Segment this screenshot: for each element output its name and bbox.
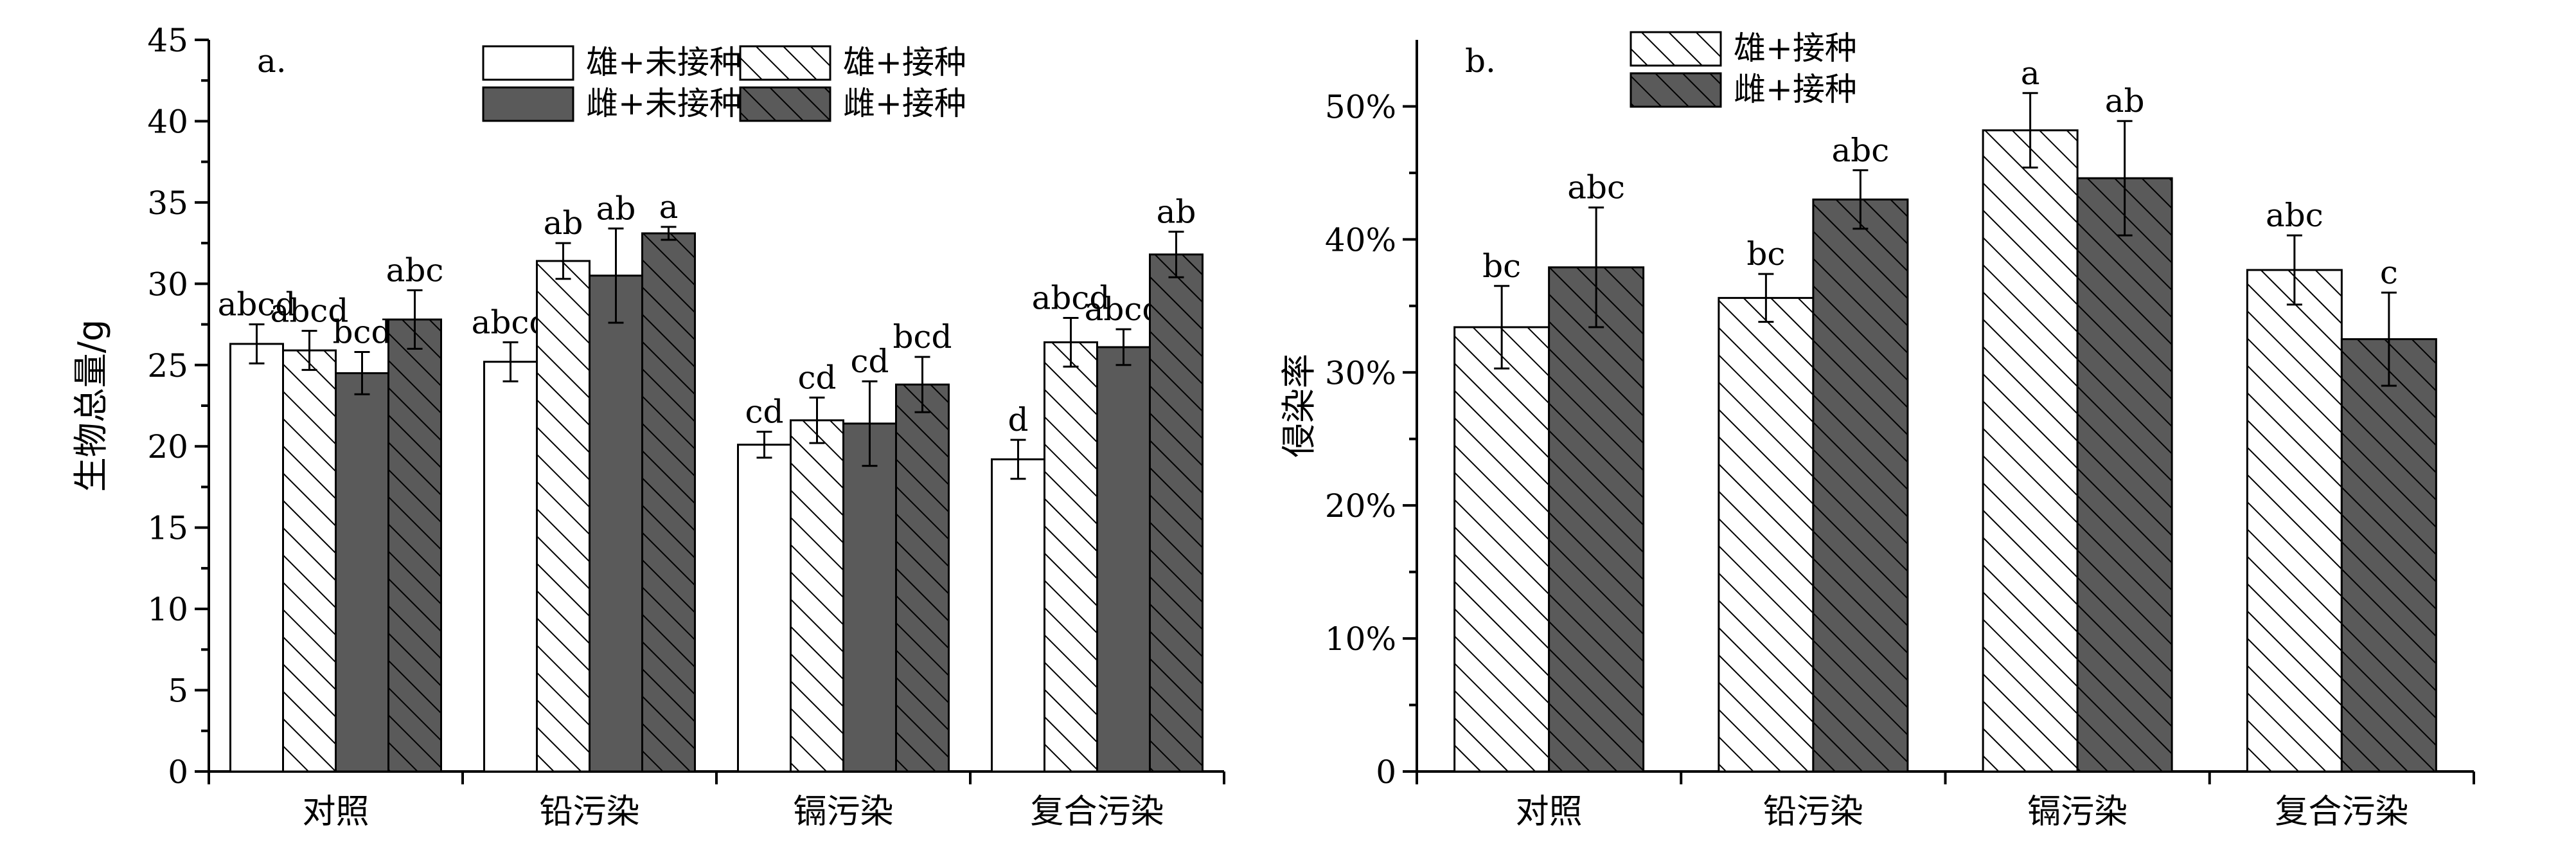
significance-label: ab	[2105, 82, 2145, 120]
bar	[2340, 338, 2437, 773]
bar	[229, 343, 284, 773]
x-tick-label: 对照	[1516, 793, 1583, 831]
bar	[1982, 129, 2079, 773]
significance-label: ab	[544, 204, 583, 242]
bar	[282, 349, 337, 773]
legend-swatch	[739, 45, 831, 81]
significance-label: a	[2021, 55, 2040, 92]
y-tick-label: 40	[147, 103, 188, 140]
significance-label: c	[2380, 254, 2398, 291]
y-tick-label: 30	[147, 266, 188, 303]
significance-label: cd	[797, 359, 836, 396]
bar	[641, 232, 696, 773]
y-axis-title: 侵染率	[1279, 354, 1319, 458]
y-tick-label: 30%	[1325, 354, 1396, 392]
significance-label: a	[659, 188, 679, 226]
y-tick-label: 10%	[1325, 620, 1396, 658]
bar	[483, 361, 538, 773]
bar	[589, 275, 643, 773]
y-axis-title: 生物总量/g	[71, 320, 111, 492]
y-tick-label: 40%	[1325, 221, 1396, 258]
y-tick-label: 0	[168, 753, 188, 791]
significance-label: abcd	[218, 286, 296, 323]
significance-label: cd	[850, 343, 889, 380]
bar	[1718, 296, 1815, 773]
bar	[1548, 266, 1645, 773]
y-tick-label: 20%	[1325, 487, 1396, 525]
significance-label: ab	[596, 190, 636, 227]
y-tick-label: 35	[147, 185, 188, 222]
significance-label: abcd	[271, 293, 349, 330]
legend-label: 雌+接种	[1734, 71, 1857, 108]
x-tick-label: 复合污染	[1030, 793, 1164, 831]
y-tick-label: 50%	[1325, 88, 1396, 125]
bar	[1096, 346, 1151, 773]
bar	[790, 419, 844, 773]
chart-panel-b: 0 10% 20% 30% 40% 50% 侵染率 b. bc abc 对照 bc abc 铅污染 a ab 镉…	[1279, 30, 2475, 831]
x-tick-label: 镉污染	[793, 793, 893, 831]
bar	[387, 318, 442, 773]
y-tick-label: 10	[147, 591, 188, 628]
y-tick-label: 25	[147, 347, 188, 384]
bar	[1149, 253, 1204, 773]
significance-label: abcd	[1032, 279, 1110, 316]
legend-swatch	[1630, 31, 1722, 67]
bar	[335, 372, 389, 773]
significance-label: cd	[745, 393, 783, 430]
significance-label: abc	[1831, 132, 1889, 169]
x-tick-label: 镉污染	[2027, 793, 2127, 831]
significance-label: abc	[386, 251, 444, 289]
bar	[2246, 269, 2343, 773]
significance-label: bcd	[893, 318, 952, 356]
significance-label: abc	[1567, 169, 1625, 206]
bar	[1453, 326, 1550, 773]
chart-panel-a: 051015202530354045生物总量/ga.abcdabcdbcdabc…	[71, 22, 1225, 831]
significance-label: ab	[1157, 193, 1196, 230]
y-tick-label: 15	[147, 510, 188, 547]
y-tick-label: 0	[1376, 753, 1396, 791]
x-tick-label: 对照	[302, 793, 369, 831]
x-tick-label: 铅污染	[1763, 793, 1863, 831]
y-tick-label: 5	[168, 672, 188, 710]
significance-label: d	[1008, 401, 1028, 438]
legend-label: 雌+未接种	[586, 85, 742, 122]
bar	[1044, 341, 1098, 773]
significance-label: bc	[1746, 235, 1785, 273]
significance-label: bc	[1482, 248, 1521, 285]
legend-label: 雌+接种	[843, 85, 966, 122]
bar	[536, 260, 591, 773]
legend-swatch	[739, 86, 831, 122]
y-tick-label: 45	[147, 22, 188, 59]
panel-label: b.	[1465, 42, 1496, 80]
legend-label: 雄+接种	[1734, 30, 1857, 67]
bar	[895, 383, 950, 773]
legend-label: 雄+未接种	[586, 44, 742, 81]
x-tick-label: 复合污染	[2275, 793, 2408, 831]
legend-label: 雄+接种	[843, 44, 966, 81]
bar	[991, 458, 1045, 773]
bar	[842, 422, 897, 773]
bar	[737, 444, 792, 773]
legend-swatch	[482, 86, 574, 122]
significance-label: bcd	[332, 314, 391, 351]
legend-swatch	[1630, 72, 1722, 108]
legend-swatch	[482, 45, 574, 81]
bar	[1812, 198, 1909, 773]
panel-label: a.	[257, 42, 287, 80]
y-tick-label: 20	[147, 428, 188, 465]
bar	[2076, 177, 2173, 773]
significance-label: abc	[2266, 197, 2323, 234]
x-tick-label: 铅污染	[539, 793, 639, 831]
